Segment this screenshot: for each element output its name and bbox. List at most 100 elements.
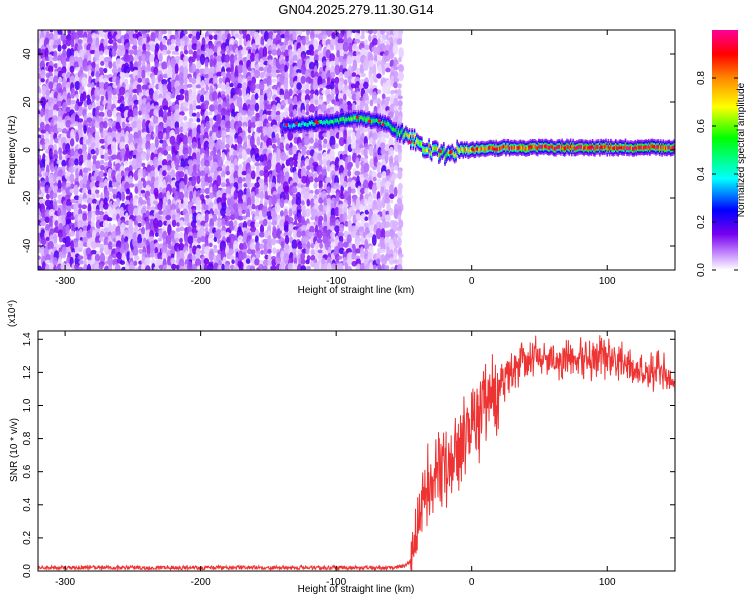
spectrogram-ridge-segment (289, 124, 291, 129)
spectrogram-ridge-peak (285, 123, 289, 127)
spectrogram-noise-cell (293, 95, 298, 108)
spectrogram-ridge-segment (638, 145, 640, 150)
spectrogram-ridge-segment (534, 144, 537, 149)
spectrogram-noise-cell (140, 200, 147, 205)
spectrogram-noise-cell (218, 77, 223, 85)
spectrogram-noise-cell (217, 219, 222, 229)
spectrogram-ridge-segment (329, 119, 332, 124)
spectrogram-ridge-segment (307, 123, 310, 127)
spectrogram-noise-cell (296, 69, 302, 74)
spectrogram-ridge-peak (368, 119, 372, 123)
spectrogram-noise-cell (321, 30, 328, 37)
spectrogram-ridge-segment (649, 146, 651, 150)
spectrogram-noise-cell (187, 222, 192, 228)
spectrogram-noise-cell (301, 54, 305, 62)
spectrogram-noise-cell (95, 193, 100, 198)
spectrogram-noise-cell (191, 43, 198, 51)
spectrogram-noise-cell (203, 204, 210, 211)
spectrogram-noise-cell (280, 151, 287, 162)
spectrogram-noise-cell (179, 126, 184, 133)
spectrogram-noise-cell (116, 197, 121, 207)
spectrogram-noise-cell (179, 188, 184, 193)
spectrogram-ridge-segment (538, 144, 540, 149)
spectrogram-ridge-segment (573, 146, 576, 151)
spectrogram-noise-cell (133, 48, 138, 56)
spectrogram-noise-cell (293, 108, 297, 117)
spectrogram-ridge-segment (661, 147, 663, 151)
spectrogram-noise-cell (90, 241, 97, 249)
spectrogram-noise-cell (108, 192, 113, 200)
spectrogram-noise-cell (196, 237, 202, 244)
spectrogram-ridge-segment (554, 146, 556, 151)
spectrogram-noise-cell (377, 154, 382, 161)
spectrogram-ridge-segment (427, 148, 429, 153)
spectrogram-noise-cell (142, 179, 147, 189)
spectrogram-noise-cell (228, 242, 234, 251)
spectrogram-noise-cell (317, 99, 324, 105)
spectrogram-noise-cell (208, 111, 213, 116)
spectrogram-noise-cell (74, 221, 78, 229)
spectrogram-ridge-segment (480, 146, 483, 151)
spectrogram-noise-cell (98, 111, 105, 118)
spectrogram-noise-cell (99, 231, 105, 238)
spectrogram-noise-cell (220, 207, 226, 217)
spectrogram-noise-cell (246, 255, 251, 260)
spectrogram-noise-cell (40, 69, 46, 79)
spectrogram-ridge-segment (608, 146, 611, 151)
spectrogram-noise-cell (319, 87, 324, 97)
spectrogram-noise-cell (255, 115, 260, 123)
spectrogram-noise-cell (338, 137, 345, 147)
spectrogram-noise-cell (351, 252, 356, 260)
spectrogram-noise-cell (191, 175, 197, 187)
spectrogram-noise-cell (128, 219, 134, 227)
spectrogram-noise-cell (128, 49, 135, 55)
spectrogram-noise-cell (384, 265, 390, 270)
spectrogram-noise-cell (175, 85, 180, 96)
spectrogram-noise-cell (176, 199, 181, 204)
spectrogram-noise-cell (267, 64, 272, 75)
spectrogram-noise-cell (111, 243, 118, 248)
spectrogram-noise-cell (200, 170, 206, 177)
spectrogram-noise-cell (334, 225, 341, 233)
spectrogram-noise-cell (259, 199, 264, 205)
spectrogram-noise-cell (224, 215, 231, 221)
spectrogram-ridge-segment (532, 144, 534, 149)
spectrogram-noise-cell (379, 248, 386, 253)
spectrogram-noise-cell (40, 217, 46, 222)
spectrogram-noise-cell (250, 231, 255, 236)
spectrogram-noise-cell (234, 143, 238, 152)
spectrogram-noise-cell (301, 194, 305, 201)
spectrogram-noise-cell (119, 141, 126, 151)
spectrogram-noise-cell (393, 105, 398, 112)
spectrogram-noise-cell (74, 67, 81, 72)
spectrogram-noise-cell (120, 191, 126, 202)
spectrogram-noise-cell (99, 105, 104, 112)
spectrogram-noise-cell (388, 253, 395, 259)
spectrogram-noise-cell (81, 76, 88, 88)
spectrogram-ridge-segment (332, 119, 334, 124)
spectrogram-noise-cell (255, 241, 261, 253)
spectrogram-noise-cell (179, 111, 185, 116)
spectrogram-ridge-segment (582, 145, 584, 150)
spectrogram-ridge-segment (486, 146, 489, 151)
spectrogram-noise-cell (52, 257, 58, 266)
spectrogram-noise-cell (329, 219, 337, 228)
spectrogram-noise-cell (87, 152, 91, 162)
spectrogram-ridge (282, 109, 675, 166)
spectrogram-ridge-segment (656, 145, 658, 149)
spectrogram-noise-cell (216, 71, 223, 77)
spectrogram-noise-cell (254, 215, 260, 221)
spectrogram-noise-cell (267, 91, 272, 101)
spectrogram-noise-cell (380, 30, 386, 35)
spectrogram-noise-cell (279, 94, 285, 100)
spectrogram-ridge-segment (596, 145, 599, 149)
spectrogram-noise-cell (343, 93, 347, 102)
spectrogram-noise-cell (398, 47, 404, 59)
spectrogram-noise-cell (183, 55, 189, 63)
spectrogram-noise-cell (103, 172, 107, 177)
spectrogram-ridge-segment (469, 147, 472, 152)
spectrogram-ridge-segment (672, 146, 674, 150)
spectrogram-ridge-segment (558, 144, 561, 149)
spectrogram-ridge-segment (350, 116, 352, 121)
spectrogram-noise-cell (174, 113, 180, 125)
